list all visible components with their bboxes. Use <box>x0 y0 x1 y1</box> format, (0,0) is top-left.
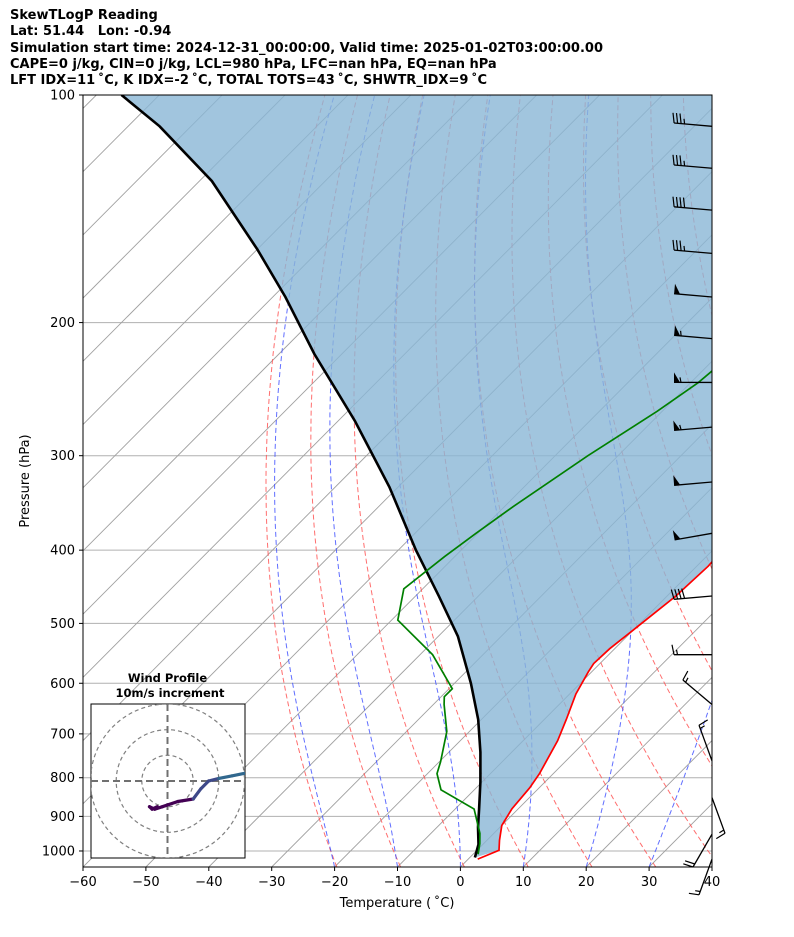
wind-barb <box>674 283 713 298</box>
isotherm-line <box>83 95 349 362</box>
temperature-line <box>477 560 712 860</box>
dry-adiabat-line <box>353 95 465 867</box>
x-tick-label: 10 <box>515 875 532 890</box>
hodograph-trace-segment <box>199 779 211 791</box>
y-axis-label: Pressure (hPa) <box>18 434 33 527</box>
location-line: Lat: 51.44 Lon: -0.94 <box>10 24 172 40</box>
hodograph-trace-segment <box>230 771 245 778</box>
hodograph-trace-segment <box>207 776 221 783</box>
wind-barb <box>670 588 713 600</box>
wind-barb <box>672 196 713 211</box>
x-tick-label: −20 <box>321 875 348 890</box>
y-tick-label: 800 <box>50 771 75 786</box>
wind-barbs <box>670 112 726 896</box>
dry-adiabat-line <box>265 95 338 867</box>
y-tick-label: 100 <box>50 89 75 104</box>
isotherm-line <box>711 866 712 867</box>
dry-adiabat-line <box>749 95 794 867</box>
cin-shaded-area <box>121 95 712 858</box>
moist-adiabat-line <box>274 95 336 867</box>
y-tick-label: 700 <box>50 727 75 742</box>
y-tick-label: 500 <box>50 617 75 632</box>
y-tick-label: 400 <box>50 544 75 559</box>
isotherm-line <box>460 613 712 867</box>
isotherm-line <box>334 487 712 867</box>
y-tick-label: 900 <box>50 810 75 825</box>
x-tick-label: 40 <box>704 875 721 890</box>
y-tick-label: 1000 <box>42 844 75 859</box>
profile-lines <box>120 95 712 860</box>
hodograph-title: Wind Profile <box>128 671 208 685</box>
hodograph-subtitle: 10m/s increment <box>116 686 225 700</box>
wind-barb <box>673 372 713 384</box>
wind-barb <box>671 644 713 656</box>
dry-adiabat-line <box>310 95 402 867</box>
x-tick-label: −60 <box>69 875 96 890</box>
wind-barb <box>674 325 713 340</box>
wind-barb <box>683 833 713 868</box>
x-tick-label: 30 <box>641 875 658 890</box>
hodograph-trace-segment <box>191 787 203 801</box>
dry-adiabat-line <box>781 95 794 867</box>
x-tick-label: −10 <box>384 875 411 890</box>
x-tick-label: −30 <box>258 875 285 890</box>
hodograph-trace-segment <box>176 797 195 804</box>
chart-title: SkewTLogP Reading <box>10 8 158 23</box>
hodograph-trace-segment <box>217 774 234 781</box>
x-tick-label: −40 <box>195 875 222 890</box>
wind-barb <box>672 530 713 541</box>
wind-barb <box>682 670 713 705</box>
isotherm-line <box>522 676 712 867</box>
y-tick-label: 300 <box>50 449 75 464</box>
parcel-profile-line <box>120 95 482 858</box>
wind-barb <box>688 858 713 896</box>
time-line: Simulation start time: 2024-12-31_00:00:… <box>10 40 603 56</box>
x-tick-label: 0 <box>456 875 464 890</box>
isotherm-line <box>83 95 223 236</box>
wind-barb <box>672 154 713 169</box>
cape-line: CAPE=0 j/kg, CIN=0 j/kg, LCL=980 hPa, LF… <box>10 56 497 72</box>
wind-barb <box>698 719 713 762</box>
wind-barb <box>672 239 713 255</box>
indices-line: LFT IDX=11 ˚C, K IDX=-2 ˚C, TOTAL TOTS=4… <box>10 73 488 89</box>
x-tick-label: 20 <box>578 875 595 890</box>
wind-barb <box>673 420 713 432</box>
x-axis-label: Temperature ( ˚C) <box>339 895 455 911</box>
isotherm-line <box>83 95 286 299</box>
moist-adiabat-line <box>329 95 398 867</box>
y-tick-label: 600 <box>50 677 75 692</box>
dewpoint-line <box>396 369 712 855</box>
y-axis-ticks: 1000 900 800 700 600 500 400 300 200 100 <box>42 89 83 859</box>
hodograph-trace-segment <box>160 799 180 809</box>
moist-adiabat-line <box>648 698 712 867</box>
cin-area <box>121 95 712 858</box>
hodograph-plot <box>91 704 245 858</box>
x-axis-ticks: −60 −50 −40 −30 −20 −10 0 10 20 30 40 <box>69 867 720 890</box>
wind-barb <box>672 112 713 127</box>
y-tick-label: 200 <box>50 316 75 331</box>
x-tick-label: −50 <box>132 875 159 890</box>
isotherm-line <box>83 95 97 110</box>
wind-barb <box>711 797 726 840</box>
dry-adiabat-line <box>716 95 794 867</box>
wind-barb <box>673 475 713 486</box>
chart-header: SkewTLogP Reading Lat: 51.44 Lon: -0.94 Si… <box>10 8 603 89</box>
hodograph-ring <box>91 704 245 858</box>
